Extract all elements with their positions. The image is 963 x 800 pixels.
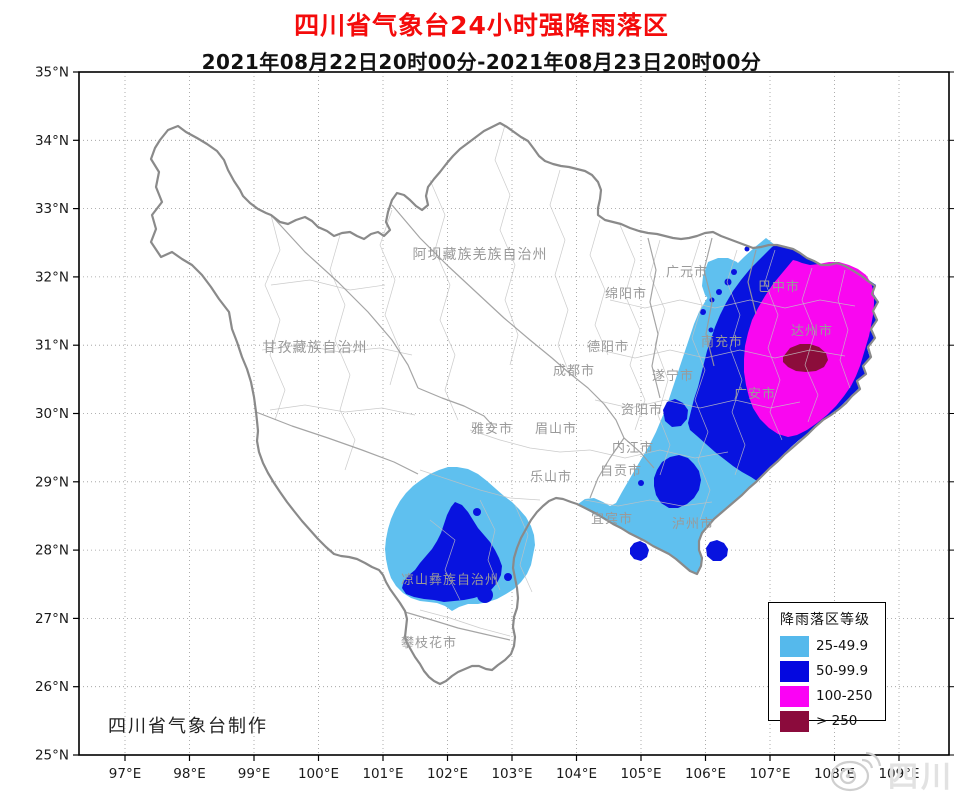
rain-dot-blue [700,309,706,315]
legend-label: 25-49.9 [816,638,869,654]
legend: 降雨落区等级 25-49.9 50-99.9 100-250 > 250 [768,602,886,732]
city-label: 宜宾市 [591,511,633,527]
rain-dot-blue [731,269,737,275]
watermark-text: 四川 [888,760,954,795]
legend-label: 50-99.9 [816,663,869,679]
page-title: 四川省气象台24小时强降雨落区 [294,11,669,40]
legend-item: > 250 [780,709,885,733]
city-label: 资阳市 [621,402,663,418]
lon-tick-label: 102°E [427,766,468,782]
rain-dot-blue [473,508,481,516]
lat-tick-label: 35°N [35,65,69,81]
rain-area-blue [663,399,688,427]
lat-tick-label: 30°N [35,406,69,422]
legend-label: 100-250 [816,688,873,704]
lat-tick-label: 31°N [35,338,69,354]
lon-tick-label: 98°E [173,766,205,782]
legend-item: 25-49.9 [780,634,885,658]
boundary-layer [149,121,880,686]
city-label: 内江市 [612,440,654,456]
lon-tick-label: 109°E [878,766,919,782]
lat-tick-label: 32°N [35,269,69,285]
city-label: 凉山彝族自治州 [401,572,499,588]
legend-item: 50-99.9 [780,659,885,683]
lat-tick-label: 34°N [35,133,69,149]
city-label: 甘孜藏族自治州 [263,340,368,356]
legend-swatch [780,660,809,682]
rain-dot-blue [716,289,722,295]
lon-tick-label: 104°E [556,766,597,782]
lon-tick-label: 103°E [491,766,532,782]
rain-dot-blue [744,246,750,252]
city-label: 成都市 [553,363,595,379]
legend-item: 100-250 [780,684,885,708]
lon-tick-label: 97°E [109,766,141,782]
lon-tick-label: 106°E [685,766,726,782]
rain-area-blue [630,541,649,561]
city-label: 攀枝花市 [401,635,457,651]
watermark: 四川 [826,746,961,798]
rain-area-blue [402,502,502,602]
city-label: 绵阳市 [605,286,647,302]
city-label: 自贡市 [600,463,642,479]
city-label: 阿坝藏族羌族自治州 [413,247,548,263]
rain-area-blue [706,540,728,561]
legend-title: 降雨落区等级 [780,612,870,628]
weibo-eye-icon [830,751,882,792]
attribution: 四川省气象台制作 [108,716,268,737]
city-label: 广安市 [734,386,776,402]
lon-tick-label: 107°E [749,766,790,782]
city-label: 达州市 [791,323,833,339]
lat-tick-label: 29°N [35,474,69,490]
lon-tick-label: 105°E [620,766,661,782]
city-label: 乐山市 [530,469,572,485]
city-label: 遂宁市 [652,368,694,384]
city-label: 巴中市 [758,279,800,295]
lat-tick-label: 27°N [35,611,69,627]
lon-tick-label: 101°E [362,766,403,782]
rain-dot-blue [724,278,732,286]
lat-tick-label: 26°N [35,679,69,695]
lon-tick-label: 100°E [298,766,339,782]
lat-tick-label: 28°N [35,543,69,559]
map-header: 四川省气象台24小时强降雨落区 2021年08月22日20时00分-2021年0… [0,6,963,75]
city-label: 南充市 [701,334,743,350]
city-label: 广元市 [666,264,708,280]
rain-dot-blue [504,573,512,581]
lat-tick-label: 33°N [35,201,69,217]
legend-swatch [780,635,809,657]
city-label: 泸州市 [672,516,714,532]
legend-items: 25-49.9 50-99.9 100-250 > 250 [780,634,885,733]
lon-tick-label: 99°E [238,766,270,782]
rain-dot-blue [477,587,493,603]
legend-swatch [780,710,809,732]
city-label: 德阳市 [587,339,629,355]
legend-label: > 250 [816,713,858,729]
legend-swatch [780,685,809,707]
city-label: 眉山市 [535,421,577,437]
province-outline [149,121,880,686]
rain-dot-blue [638,480,644,486]
rain-area-blue [654,455,701,508]
valid-period: 2021年08月22日20时00分-2021年08月23日20时00分 [201,50,762,74]
axis-layer: 97°E 98°E 99°E 100°E 101°E 102°E 103°E 104°E 105… [35,65,954,782]
lat-tick-label: 25°N [35,748,69,764]
city-label: 雅安市 [471,421,513,437]
rain-dot-blue [708,327,714,333]
